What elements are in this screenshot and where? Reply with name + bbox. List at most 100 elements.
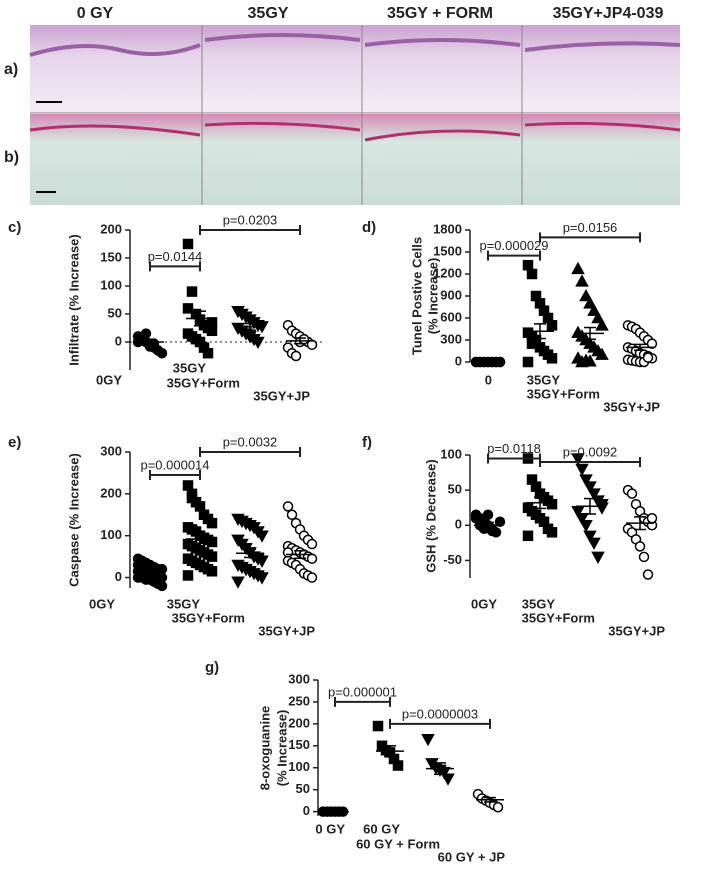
y-tick-label: 0: [115, 333, 122, 348]
point: [306, 339, 318, 351]
row-label: b): [4, 149, 19, 166]
point: [136, 561, 148, 573]
y-axis-label: Infiltrate (% Increase): [66, 234, 81, 366]
p-value: p=0.000029: [479, 238, 548, 253]
y-tick-label: 900: [440, 287, 462, 302]
p-value: p=0.0092: [563, 444, 618, 459]
y-tick-label: 100: [440, 446, 462, 461]
point: [290, 350, 302, 362]
error-bar: [194, 310, 206, 327]
y-tick-label: 300: [288, 671, 310, 686]
y-axis-label: Tunel Postive Cells: [409, 237, 424, 355]
x-tick-label: 0 GY: [315, 821, 345, 836]
y-tick-label: 0: [303, 803, 310, 818]
column-header: 0 GY: [77, 5, 114, 22]
point: [583, 354, 597, 367]
point: [182, 303, 194, 314]
point: [492, 801, 504, 813]
error-bar: [634, 516, 646, 531]
x-tick-label: 60 GY: [363, 821, 400, 836]
point: [638, 551, 650, 563]
point: [571, 261, 585, 275]
x-tick-label: 35GY+JP: [253, 388, 310, 403]
bracket: [199, 447, 301, 457]
panel-label: d): [362, 219, 376, 236]
point: [571, 453, 585, 466]
p-value: p=0.0144: [148, 249, 203, 264]
point: [634, 541, 646, 552]
x-tick-label: 35GY+Form: [172, 610, 245, 625]
point: [595, 318, 609, 331]
x-tick-label: 60 GY + Form: [356, 836, 440, 851]
y-tick-label: 50: [296, 781, 310, 796]
point: [482, 509, 494, 520]
x-tick-label: 35GY: [527, 372, 561, 387]
error-bar: [384, 745, 396, 758]
point: [546, 527, 558, 538]
y-tick-label: 1500: [433, 243, 462, 258]
error-bar: [482, 521, 494, 529]
point: [626, 488, 638, 499]
error-bar: [294, 337, 306, 345]
epidermis-b: [29, 121, 681, 142]
error-bar: [584, 497, 596, 515]
y-axis-label: (% Increase): [425, 258, 440, 335]
point: [231, 576, 245, 589]
error-bar: [244, 548, 256, 559]
point: [156, 347, 168, 359]
p-value: p=0.0032: [223, 434, 278, 449]
point: [526, 268, 538, 280]
y-tick-label: 300: [440, 331, 462, 346]
error-bar: [244, 322, 256, 331]
bracket: [149, 470, 201, 481]
error-bar: [329, 810, 341, 813]
point: [575, 274, 589, 287]
bracket: [334, 696, 391, 707]
point: [372, 720, 384, 732]
point: [575, 513, 589, 526]
point: [587, 488, 601, 501]
point: [575, 463, 589, 477]
x-tick-label: 35GY+Form: [527, 386, 600, 401]
x-tick-label: 35GY+JP: [603, 399, 660, 414]
column-header: 35GY+JP4-039: [553, 5, 664, 22]
chart: f) GSH (% Decrease) -50 0 50 100 0GY 35GY35GY+F…: [362, 434, 665, 638]
column-header: 35GY + FORM: [387, 5, 493, 22]
error-bar: [634, 343, 646, 352]
bracket: [149, 261, 201, 272]
point: [140, 328, 152, 339]
point: [546, 498, 558, 510]
point: [186, 492, 198, 504]
point: [583, 481, 597, 494]
point: [579, 288, 593, 302]
point: [595, 502, 609, 515]
point: [591, 551, 605, 564]
y-tick-label: 100: [288, 759, 310, 774]
panel-label: e): [8, 434, 21, 451]
p-value: p=0.000001: [328, 684, 397, 699]
y-tick-label: 100: [100, 527, 122, 542]
point: [255, 555, 269, 568]
point: [306, 572, 318, 583]
y-tick-label: 200: [100, 485, 122, 500]
point: [186, 286, 198, 297]
point: [526, 338, 538, 349]
point: [579, 474, 593, 487]
chart: d) Tunel Postive Cells (% Increase) 0 300 600…: [362, 219, 660, 414]
y-axis-label: (% Increase): [274, 710, 289, 787]
x-tick-label: 0GY: [89, 596, 115, 611]
p-value: p=0.0203: [223, 212, 278, 227]
epidermis: [29, 33, 681, 57]
point: [546, 320, 558, 331]
point: [182, 238, 194, 250]
point: [546, 353, 558, 364]
x-tick-label: 35GY+JP: [258, 623, 315, 638]
y-axis-label: GSH (% Decrease): [423, 459, 438, 572]
y-tick-label: 200: [100, 221, 122, 236]
error-bar: [584, 326, 596, 341]
point: [148, 338, 160, 349]
point: [392, 760, 404, 771]
point: [156, 580, 168, 592]
point: [646, 338, 658, 349]
